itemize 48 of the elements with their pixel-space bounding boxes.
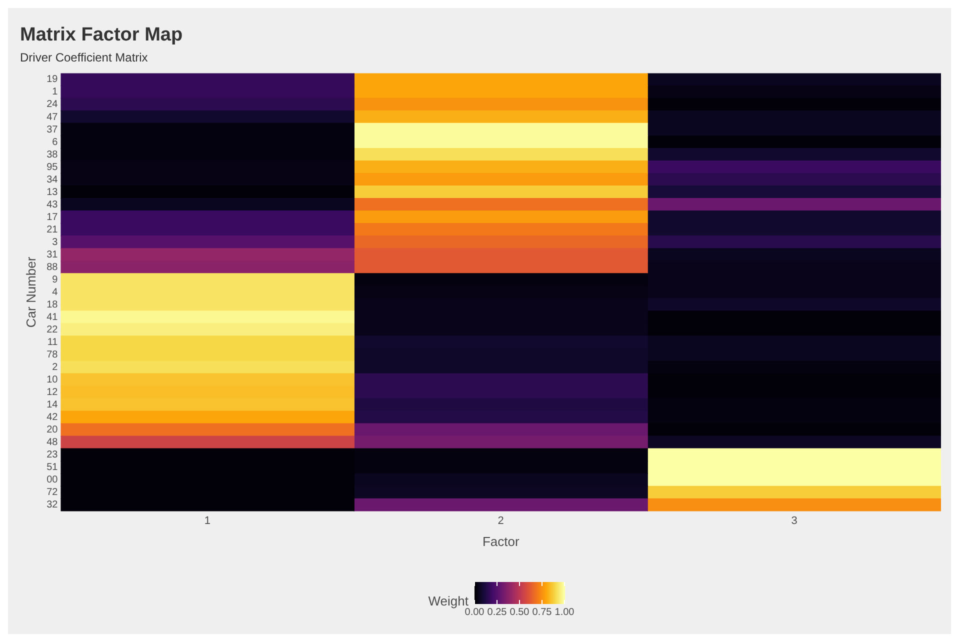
- y-tick-label: 72: [46, 487, 58, 498]
- y-tick-label: 24: [46, 99, 58, 110]
- y-tick-label: 41: [46, 312, 58, 323]
- y-tick-label: 42: [46, 412, 58, 424]
- y-tick-label: 47: [46, 112, 58, 123]
- y-tick-label: 32: [46, 500, 58, 511]
- y-tick-label: 43: [46, 199, 58, 210]
- y-tick-label: 12: [46, 387, 58, 398]
- y-tick-label: 31: [46, 249, 58, 260]
- color-bar-title: Weight: [428, 594, 469, 609]
- y-tick-label: 51: [46, 462, 58, 474]
- y-tick-label: 20: [46, 424, 58, 436]
- y-tick-label: 6: [52, 136, 58, 148]
- y-tick-label: 18: [46, 299, 58, 310]
- y-tick-label: 21: [46, 224, 58, 236]
- x-axis-title: Factor: [482, 534, 520, 549]
- x-tick-label: 3: [791, 514, 798, 527]
- y-tick-label: 88: [46, 262, 58, 273]
- chart-title: Matrix Factor Map: [20, 24, 183, 46]
- y-tick-label: 14: [46, 400, 58, 411]
- y-tick-label: 23: [46, 450, 58, 461]
- color-bar-label: 0.75: [532, 606, 552, 618]
- y-tick-label: 4: [52, 286, 58, 298]
- y-tick-label: 17: [46, 212, 58, 223]
- y-tick-label: 10: [46, 374, 58, 386]
- y-tick-label: 19: [46, 74, 58, 86]
- y-tick-label: 34: [46, 174, 58, 186]
- chart-subtitle: Driver Coefficient Matrix: [20, 50, 148, 64]
- y-tick-label: 9: [52, 274, 58, 286]
- y-axis-title: Car Number: [23, 256, 38, 328]
- y-tick-label: 13: [46, 186, 58, 198]
- color-bar-label: 0.25: [487, 606, 508, 618]
- y-tick-label: 22: [46, 324, 58, 336]
- y-tick-label: 38: [46, 149, 58, 160]
- y-tick-label: 00: [46, 474, 58, 486]
- y-tick-label: 11: [47, 337, 58, 348]
- y-tick-label: 1: [52, 86, 58, 98]
- x-tick-label: 1: [204, 514, 210, 527]
- color-bar-label: 0.00: [464, 606, 485, 618]
- y-tick-label: 2: [52, 362, 58, 374]
- color-bar-label: 1.00: [554, 606, 575, 618]
- color-bar-label: 0.50: [510, 606, 530, 618]
- y-tick-label: 48: [46, 437, 58, 448]
- y-tick-label: 3: [52, 236, 58, 248]
- y-tick-label: 95: [46, 162, 58, 173]
- y-tick-label: 78: [46, 350, 58, 361]
- x-tick-label: 2: [498, 514, 504, 527]
- y-tick-label: 37: [46, 124, 58, 136]
